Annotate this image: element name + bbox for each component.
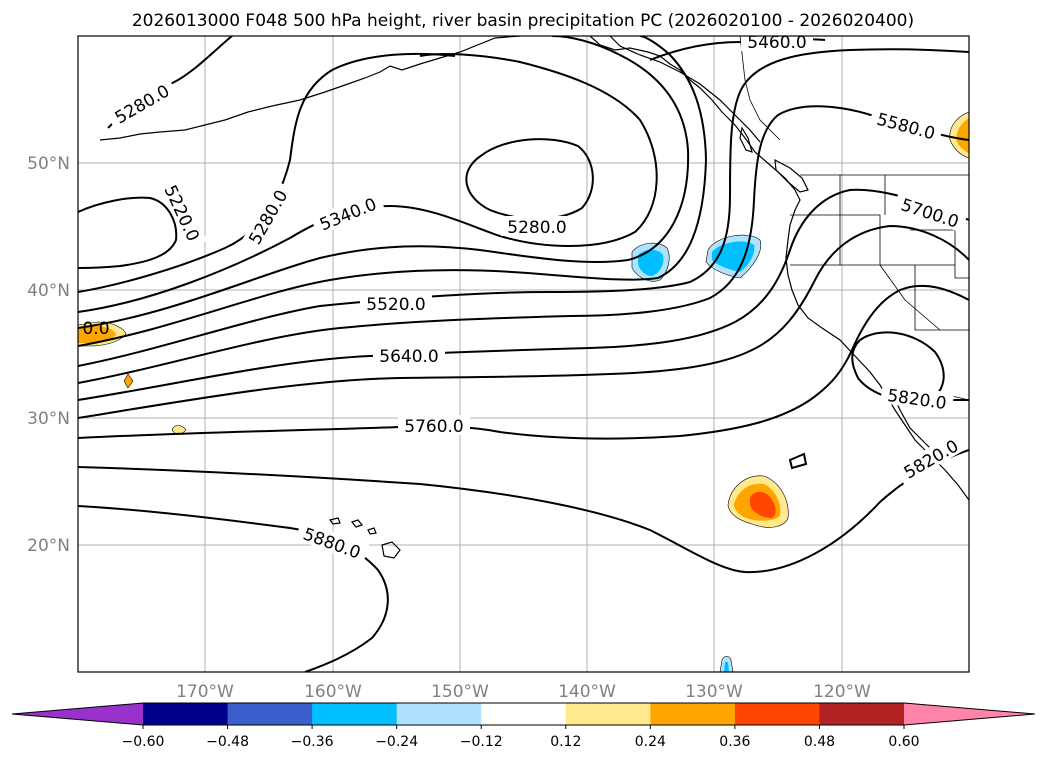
colorbar-segment xyxy=(396,703,482,725)
colorbar-segment xyxy=(565,703,651,725)
contour-label-5640: 5640.0 xyxy=(379,347,438,367)
colorbar-segment xyxy=(819,703,905,725)
colorbar-tick-label: −0.60 xyxy=(122,734,165,750)
figure-title: 2026013000 F048 500 hPa height, river ba… xyxy=(132,11,914,31)
orange-patch-126w-core xyxy=(750,491,776,518)
contour-5760 xyxy=(78,284,969,440)
lon-tick-140w: 140°W xyxy=(558,682,616,702)
colorbar-segment xyxy=(143,703,229,725)
contour-5280-main xyxy=(78,52,456,293)
contour-5580 xyxy=(78,105,969,384)
lon-tick-170w: 170°W xyxy=(176,682,234,702)
colorbar-tick-label: −0.48 xyxy=(206,734,249,750)
lon-tick-120w: 120°W xyxy=(813,682,871,702)
orange-patch-west-edge-core xyxy=(78,326,116,343)
blue-patch-135w-core xyxy=(638,249,664,276)
map-frame xyxy=(77,35,970,673)
small-patch-a xyxy=(123,373,134,389)
colorbar-tick-label: −0.36 xyxy=(291,734,334,750)
colorbar-tick-label: 0.60 xyxy=(888,734,919,750)
coastlines xyxy=(99,36,969,559)
colorbar-tick-label: 0.36 xyxy=(719,734,750,750)
lon-tick-160w: 160°W xyxy=(304,682,362,702)
lat-tick-50n: 50°N xyxy=(27,154,70,174)
lat-tick-40n: 40°N xyxy=(27,281,70,301)
vancouver-island xyxy=(774,158,809,193)
colorbar-segment xyxy=(650,703,736,725)
hawaii-big-island xyxy=(381,541,401,559)
alaska-aleutians-coast xyxy=(99,36,521,141)
haida-gwaii xyxy=(739,126,753,153)
colorbar: −0.60 −0.48 −0.36 −0.24 −0.12 0.12 0.24 0.36 0.4… xyxy=(11,702,1036,750)
colorbar-segment xyxy=(481,703,567,725)
colorbar-extend-max xyxy=(904,703,1035,725)
blue-patch-south-core xyxy=(724,662,729,672)
colorbar-tick-label: 0.48 xyxy=(804,734,835,750)
lat-tick-20n: 20°N xyxy=(27,536,70,556)
colorbar-tick-label: 0.12 xyxy=(550,734,581,750)
colorbar-segment xyxy=(312,703,398,725)
longitude-ticks: 170°W 160°W 150°W 140°W 130°W 120°W xyxy=(176,682,871,702)
contour-5400 xyxy=(78,36,690,329)
alaska-mainland xyxy=(609,36,761,143)
contour-5700 xyxy=(78,224,969,419)
colorbar-segment xyxy=(227,703,313,725)
contour-label-5760: 5760.0 xyxy=(404,417,463,437)
colorbar-segment xyxy=(734,703,820,725)
colorbar-tick-label: −0.24 xyxy=(375,734,418,750)
map-panel: 5280.0 5220.0 5280.0 5340.0 5280.0 5460.… xyxy=(78,33,969,672)
contour-5220 xyxy=(78,196,178,269)
lat-tick-30n: 30°N xyxy=(27,409,70,429)
gridlines xyxy=(78,36,969,672)
orange-patch-northeast-core xyxy=(956,118,969,153)
contour-label-5280-low: 5280.0 xyxy=(507,218,566,238)
contour-label-west-edge: 0.0 xyxy=(82,319,109,339)
colorbar-tick-label: −0.12 xyxy=(460,734,503,750)
contour-label-5520: 5520.0 xyxy=(366,295,425,315)
hawaii-islands xyxy=(328,517,377,535)
contour-label-5460: 5460.0 xyxy=(747,33,806,53)
lon-tick-130w: 130°W xyxy=(685,682,743,702)
contour-5880-island xyxy=(788,452,808,470)
contour-5640 xyxy=(78,188,969,401)
contour-5820 xyxy=(78,449,969,574)
colorbar-extend-min xyxy=(12,703,143,725)
alaska-gulf-coast xyxy=(589,36,796,191)
contour-5520 xyxy=(78,48,969,367)
contour-5280-loop xyxy=(465,138,594,220)
state-borders xyxy=(790,175,969,331)
lon-tick-150w: 150°W xyxy=(431,682,489,702)
contour-5340 xyxy=(78,53,658,313)
contour-5460 xyxy=(78,36,708,347)
latitude-ticks: 20°N 30°N 40°N 50°N xyxy=(27,154,70,556)
colorbar-tick-label: 0.24 xyxy=(635,734,666,750)
north-america-west-coast xyxy=(785,189,969,501)
alaska-canada-border xyxy=(739,36,781,141)
